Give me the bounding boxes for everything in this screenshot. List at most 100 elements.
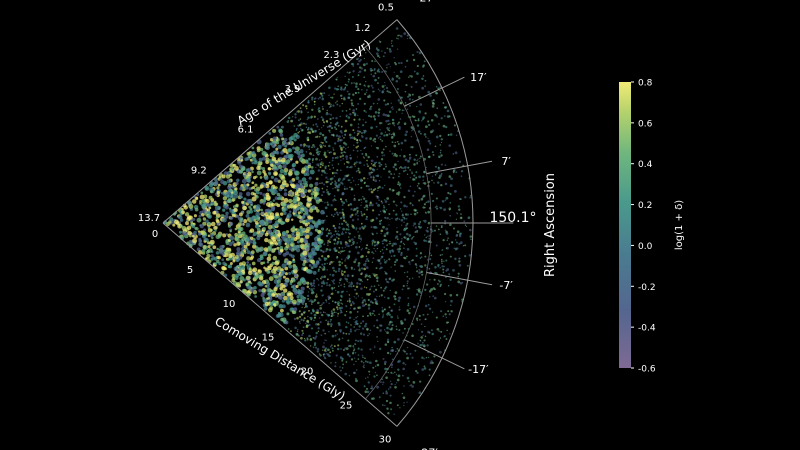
density-point	[396, 315, 399, 317]
density-point	[300, 313, 304, 316]
density-point	[347, 244, 350, 248]
density-point	[334, 301, 337, 304]
density-point	[292, 198, 297, 204]
density-point	[396, 238, 399, 240]
density-point	[289, 282, 293, 286]
density-point	[353, 268, 356, 271]
density-point	[431, 230, 434, 233]
density-point	[332, 238, 335, 242]
density-point	[298, 298, 303, 303]
density-point	[435, 244, 438, 247]
density-point	[389, 353, 392, 355]
density-point	[226, 179, 232, 184]
density-point	[388, 170, 391, 173]
density-point	[387, 119, 390, 123]
density-point	[439, 337, 442, 339]
density-point	[429, 296, 431, 298]
density-point	[294, 146, 300, 152]
density-point	[328, 94, 330, 96]
density-point	[336, 255, 339, 258]
density-point	[353, 363, 355, 366]
density-point	[262, 226, 266, 231]
density-point	[361, 301, 364, 304]
density-point	[251, 196, 257, 202]
density-point	[378, 267, 381, 270]
density-point	[367, 307, 371, 310]
density-point	[296, 233, 301, 238]
density-point	[365, 204, 369, 208]
density-point	[402, 361, 405, 365]
density-point	[249, 282, 253, 285]
density-point	[441, 249, 444, 251]
density-point	[334, 334, 337, 337]
density-point	[373, 118, 377, 121]
density-point	[320, 219, 325, 224]
density-point	[277, 218, 282, 223]
density-point	[328, 113, 330, 115]
density-point	[316, 125, 319, 128]
density-point	[340, 290, 344, 294]
density-point	[344, 83, 347, 86]
density-point	[379, 40, 382, 43]
density-point	[355, 229, 357, 231]
density-point	[331, 159, 334, 162]
density-point	[332, 215, 335, 218]
density-point	[396, 248, 399, 251]
density-point	[331, 334, 335, 338]
density-point	[299, 238, 304, 243]
density-point	[307, 189, 311, 193]
ra-tick-label: 7′	[501, 155, 511, 168]
density-point	[364, 262, 367, 265]
density-point	[374, 60, 376, 63]
density-point	[320, 141, 323, 144]
density-point	[439, 283, 443, 286]
density-point	[442, 315, 445, 317]
density-point	[217, 183, 221, 187]
density-point	[334, 365, 337, 368]
density-point	[336, 347, 340, 351]
density-point	[376, 155, 379, 158]
density-point	[207, 245, 211, 249]
density-point	[470, 195, 472, 197]
density-point	[407, 302, 410, 305]
density-point	[373, 325, 376, 327]
density-point	[243, 197, 247, 201]
density-point	[432, 99, 435, 102]
density-point	[295, 284, 299, 289]
density-point	[322, 121, 325, 123]
density-point	[440, 138, 443, 141]
density-point	[403, 154, 406, 158]
density-point	[327, 165, 330, 167]
density-point	[348, 297, 351, 300]
colorbar-tick-label: -0.6	[638, 365, 656, 375]
density-point	[437, 265, 440, 268]
density-point	[306, 319, 310, 323]
density-point	[360, 322, 362, 325]
density-point	[417, 342, 419, 345]
density-point	[374, 111, 378, 114]
density-point	[277, 269, 280, 273]
density-point	[229, 169, 232, 173]
density-point	[388, 176, 391, 179]
density-point	[363, 131, 366, 134]
density-point	[287, 293, 291, 297]
density-point	[329, 106, 331, 108]
density-point	[308, 309, 310, 312]
density-point	[197, 250, 203, 255]
density-point	[437, 155, 441, 158]
colorbar-ticks: 0.80.60.40.20.0-0.2-0.4-0.6	[631, 79, 656, 375]
density-point	[340, 242, 343, 245]
density-point	[419, 221, 422, 223]
density-point	[303, 122, 305, 125]
density-point	[354, 91, 357, 95]
density-point	[347, 345, 350, 347]
density-point	[283, 137, 288, 142]
density-point	[321, 200, 324, 203]
density-point	[337, 237, 340, 240]
density-point	[393, 152, 397, 156]
density-point	[417, 222, 421, 226]
density-point	[318, 159, 321, 161]
density-point	[374, 371, 377, 374]
density-point	[343, 88, 346, 90]
density-point	[311, 157, 315, 161]
